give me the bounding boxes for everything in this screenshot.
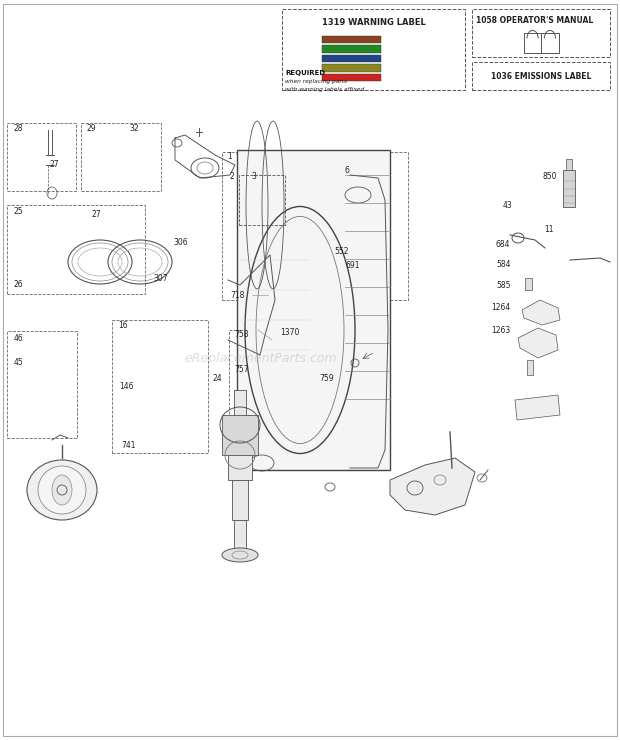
Text: 24: 24 (212, 374, 222, 383)
Bar (322, 45, 381, 53)
Text: 585: 585 (496, 281, 510, 290)
Bar (472, 9, 610, 57)
Bar (222, 152, 408, 300)
Text: 552: 552 (335, 247, 349, 256)
Text: 6: 6 (344, 166, 349, 175)
Text: 1263: 1263 (492, 326, 511, 335)
Bar (7, 331, 77, 438)
Bar (322, 55, 381, 62)
Polygon shape (515, 395, 560, 420)
Bar (525, 278, 533, 290)
Bar (563, 170, 575, 207)
Bar (81, 123, 161, 191)
Text: 691: 691 (346, 261, 360, 270)
Text: 757: 757 (234, 366, 249, 374)
Text: 307: 307 (154, 275, 169, 283)
Text: 1264: 1264 (492, 303, 511, 312)
Text: 45: 45 (14, 358, 24, 367)
Bar (237, 150, 390, 470)
Bar (527, 360, 533, 375)
Text: 1370: 1370 (280, 329, 299, 337)
Text: 46: 46 (14, 334, 24, 343)
Text: 25: 25 (14, 207, 24, 216)
Bar (229, 330, 371, 420)
Polygon shape (390, 458, 475, 515)
Bar (234, 520, 246, 558)
Bar (322, 64, 381, 72)
Text: 27: 27 (50, 160, 60, 169)
Bar (112, 320, 208, 453)
Text: 28: 28 (14, 124, 23, 133)
Bar (7, 123, 76, 191)
Ellipse shape (52, 475, 72, 505)
Text: with warning labels affixed.: with warning labels affixed. (285, 87, 366, 92)
Bar (282, 9, 465, 90)
Text: 741: 741 (121, 441, 135, 450)
Text: 758: 758 (234, 330, 249, 339)
Text: 1: 1 (228, 152, 232, 161)
Ellipse shape (222, 548, 258, 562)
Text: 718: 718 (231, 292, 245, 300)
Bar (234, 390, 246, 430)
Text: 850: 850 (542, 172, 557, 181)
Text: 27: 27 (92, 210, 102, 219)
Text: 29: 29 (87, 124, 97, 133)
Text: when replacing parts: when replacing parts (285, 79, 347, 84)
Text: 306: 306 (174, 238, 188, 247)
Text: 1036 EMISSIONS LABEL: 1036 EMISSIONS LABEL (491, 72, 591, 81)
Ellipse shape (27, 460, 97, 520)
Text: 684: 684 (496, 240, 510, 249)
Text: 11: 11 (544, 225, 554, 234)
Bar (222, 415, 258, 455)
Text: 584: 584 (496, 260, 510, 269)
Text: 3: 3 (251, 172, 256, 181)
Bar (566, 159, 572, 170)
Text: 16: 16 (118, 321, 128, 330)
Bar (232, 480, 248, 520)
Bar (7, 205, 145, 294)
Text: 26: 26 (14, 280, 24, 289)
Text: 2: 2 (229, 172, 234, 181)
Bar (228, 430, 252, 480)
Bar (472, 62, 610, 90)
Polygon shape (522, 300, 560, 325)
Text: 759: 759 (319, 374, 334, 383)
Bar (524, 33, 559, 53)
Bar (239, 175, 285, 225)
Polygon shape (518, 328, 558, 358)
Text: 43: 43 (502, 201, 512, 210)
Text: 1319 WARNING LABEL: 1319 WARNING LABEL (322, 18, 425, 27)
Bar (322, 36, 381, 43)
Text: eReplacementParts.com: eReplacementParts.com (184, 352, 337, 366)
Bar (322, 74, 381, 81)
Text: 32: 32 (129, 124, 139, 133)
Text: REQUIRED: REQUIRED (285, 70, 326, 75)
Text: 1058 OPERATOR'S MANUAL: 1058 OPERATOR'S MANUAL (476, 16, 593, 25)
Ellipse shape (38, 466, 86, 514)
Text: 146: 146 (119, 382, 133, 391)
